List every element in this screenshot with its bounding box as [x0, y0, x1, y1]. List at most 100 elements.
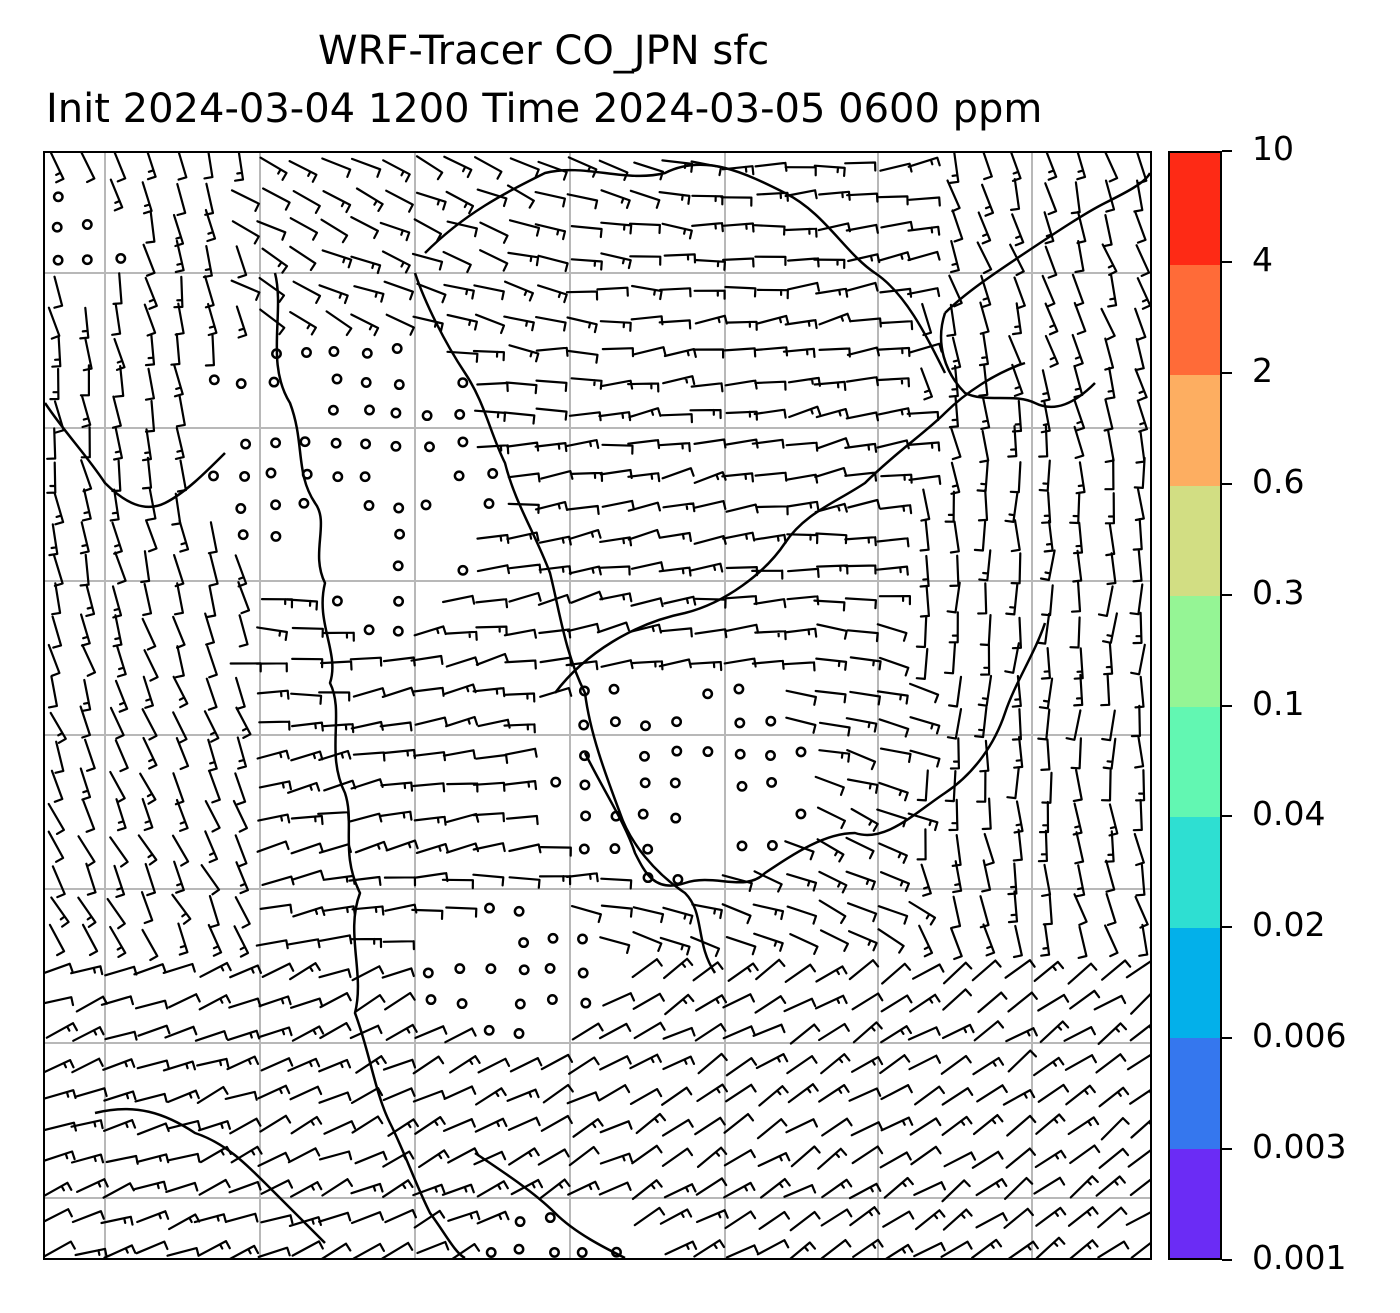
- wind-barb: [290, 750, 324, 762]
- wind-barb: [756, 191, 789, 202]
- wind-barb: [629, 189, 661, 209]
- wind-barb: [942, 961, 973, 985]
- wind-barb: [818, 899, 847, 925]
- wind-barb: [852, 1021, 883, 1044]
- wind-barb: [1069, 1239, 1099, 1258]
- wind-barb: [321, 157, 352, 178]
- wind-barb: [566, 504, 600, 515]
- map-canvas: [45, 153, 1150, 1258]
- wind-barb: [1009, 461, 1022, 494]
- wind-barb: [290, 1181, 323, 1198]
- wind-barb: [290, 997, 324, 1009]
- wind-barb: [200, 864, 221, 896]
- wind-barb: [725, 1083, 757, 1103]
- calm-marker: [642, 872, 654, 884]
- wind-barb: [319, 934, 353, 945]
- wind-barb: [784, 840, 815, 861]
- wind-barb: [537, 160, 568, 181]
- wind-barb: [982, 153, 993, 181]
- calm-marker: [456, 998, 468, 1010]
- wind-barb: [1130, 1242, 1150, 1258]
- wind-barb: [476, 381, 509, 393]
- wind-barb: [51, 865, 66, 899]
- calm-marker: [299, 436, 311, 448]
- wind-barb: [1013, 800, 1024, 834]
- wind-barb: [1007, 425, 1018, 458]
- wind-barb: [948, 395, 959, 429]
- wind-barb: [172, 711, 188, 744]
- wind-barb: [45, 996, 75, 1007]
- wind-barb: [940, 1240, 973, 1258]
- wind-barb: [1067, 1116, 1100, 1136]
- wind-barb: [47, 306, 61, 340]
- wind-barb: [727, 962, 759, 982]
- wind-barb: [112, 272, 123, 305]
- wind-barb: [1073, 647, 1084, 680]
- wind-barb: [877, 251, 911, 262]
- wind-barb: [952, 860, 963, 894]
- wind-barb: [291, 626, 324, 638]
- wind-barb: [724, 1210, 757, 1230]
- wind-barb: [291, 1025, 325, 1042]
- wind-barb: [350, 255, 382, 275]
- wind-barb: [139, 772, 157, 805]
- calm-marker: [765, 750, 776, 761]
- wind-barb: [539, 846, 572, 857]
- wind-barb: [194, 1030, 228, 1042]
- calm-marker: [544, 1212, 556, 1224]
- wind-barb: [141, 797, 154, 832]
- wind-barb: [446, 350, 479, 363]
- wind-barb: [47, 675, 58, 709]
- wind-barb: [113, 427, 123, 461]
- calm-marker: [454, 408, 466, 420]
- wind-barb: [1102, 214, 1113, 248]
- wind-barb: [1074, 240, 1085, 274]
- wind-barb: [178, 519, 190, 553]
- wind-barb: [721, 165, 755, 176]
- title-line-1: WRF-Tracer CO_JPN sfc: [318, 28, 770, 74]
- wind-barb: [1036, 612, 1051, 645]
- wind-barb: [629, 1088, 663, 1105]
- wind-barb: [79, 306, 90, 340]
- calm-marker: [52, 191, 64, 203]
- wind-barb: [229, 1244, 260, 1258]
- wind-barb: [476, 444, 510, 455]
- calm-marker: [546, 994, 558, 1005]
- wind-barb: [114, 365, 125, 398]
- coastline-korea-east: [413, 272, 717, 974]
- wind-barb: [382, 1058, 417, 1071]
- wind-barb: [321, 249, 353, 269]
- wind-barb: [690, 936, 721, 958]
- wind-barb: [567, 1180, 600, 1196]
- calm-marker: [702, 746, 714, 758]
- calm-marker: [514, 1216, 526, 1228]
- wind-barb: [844, 536, 877, 547]
- wind-barb: [82, 799, 96, 833]
- wind-barb: [255, 939, 289, 950]
- wind-barb: [846, 902, 878, 923]
- wind-barb: [80, 153, 96, 184]
- wind-barb: [1104, 179, 1116, 213]
- wind-barb: [787, 567, 820, 578]
- calm-marker: [485, 1247, 497, 1258]
- wind-barb: [660, 413, 693, 424]
- wind-barb: [49, 153, 65, 184]
- wind-barb: [844, 161, 877, 172]
- wind-barb: [54, 740, 65, 774]
- wind-barb: [318, 691, 351, 702]
- wind-barb: [722, 1025, 756, 1040]
- wind-barb: [260, 1179, 294, 1195]
- calm-marker: [363, 624, 375, 636]
- wind-barb: [1010, 178, 1021, 211]
- wind-barb: [385, 313, 415, 336]
- wind-barb: [907, 287, 941, 298]
- calm-marker: [360, 438, 372, 450]
- wind-barb: [257, 813, 291, 824]
- wind-barb: [977, 991, 1008, 1014]
- wind-barb: [877, 346, 911, 358]
- wind-barb: [261, 962, 295, 978]
- wind-barb: [411, 252, 444, 271]
- wind-barb: [946, 179, 961, 213]
- wind-barb: [784, 627, 818, 638]
- wind-barb: [695, 1209, 729, 1224]
